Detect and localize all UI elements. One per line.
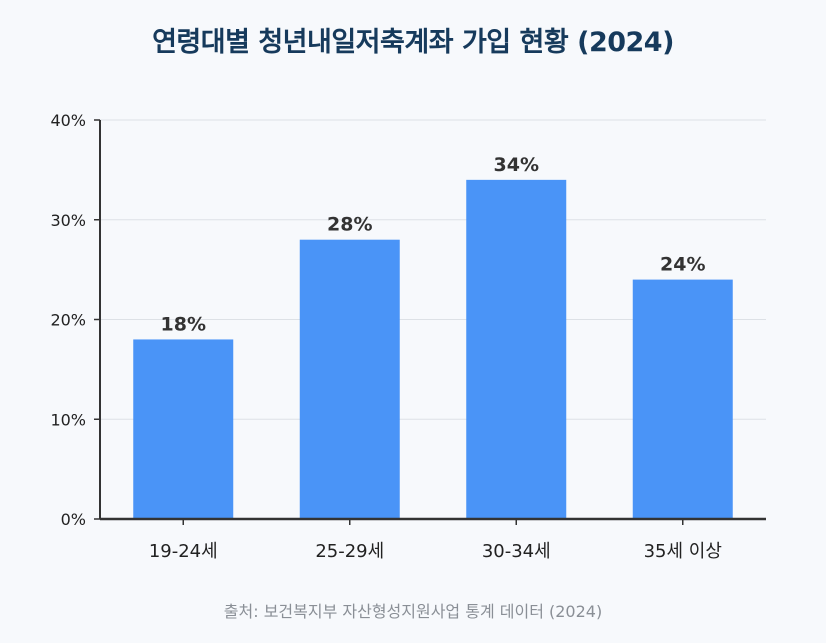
chart-title: 연령대별 청년내일저축계좌 가입 현황 (2024) [152,27,674,58]
bar [466,179,567,519]
bar-value-label: 24% [660,254,705,276]
x-tick-label: 19-24세 [149,541,218,562]
y-tick-label: 40% [50,111,86,130]
bar [299,239,400,519]
bar [632,279,733,519]
bar-value-label: 34% [494,154,539,176]
bar-value-label: 18% [161,313,206,335]
x-tick-label: 25-29세 [315,541,384,562]
bar-value-label: 28% [327,214,372,236]
bar [133,339,234,519]
bars [133,179,733,519]
axes [94,119,766,525]
x-tick-label: 35세 이상 [644,541,722,562]
y-tick-label: 0% [61,510,86,529]
labels: 0% 10% 20% 30% 40% 18% 19-24세 28% 25-29세 34% 30-34… [50,111,721,562]
y-tick-label: 10% [50,410,86,429]
y-tick-label: 30% [50,211,86,230]
source-note: 출처: 보건복지부 자산형성지원사업 통계 데이터 (2024) [223,602,603,621]
y-tick-label: 20% [50,311,86,330]
x-tick-label: 30-34세 [482,541,551,562]
